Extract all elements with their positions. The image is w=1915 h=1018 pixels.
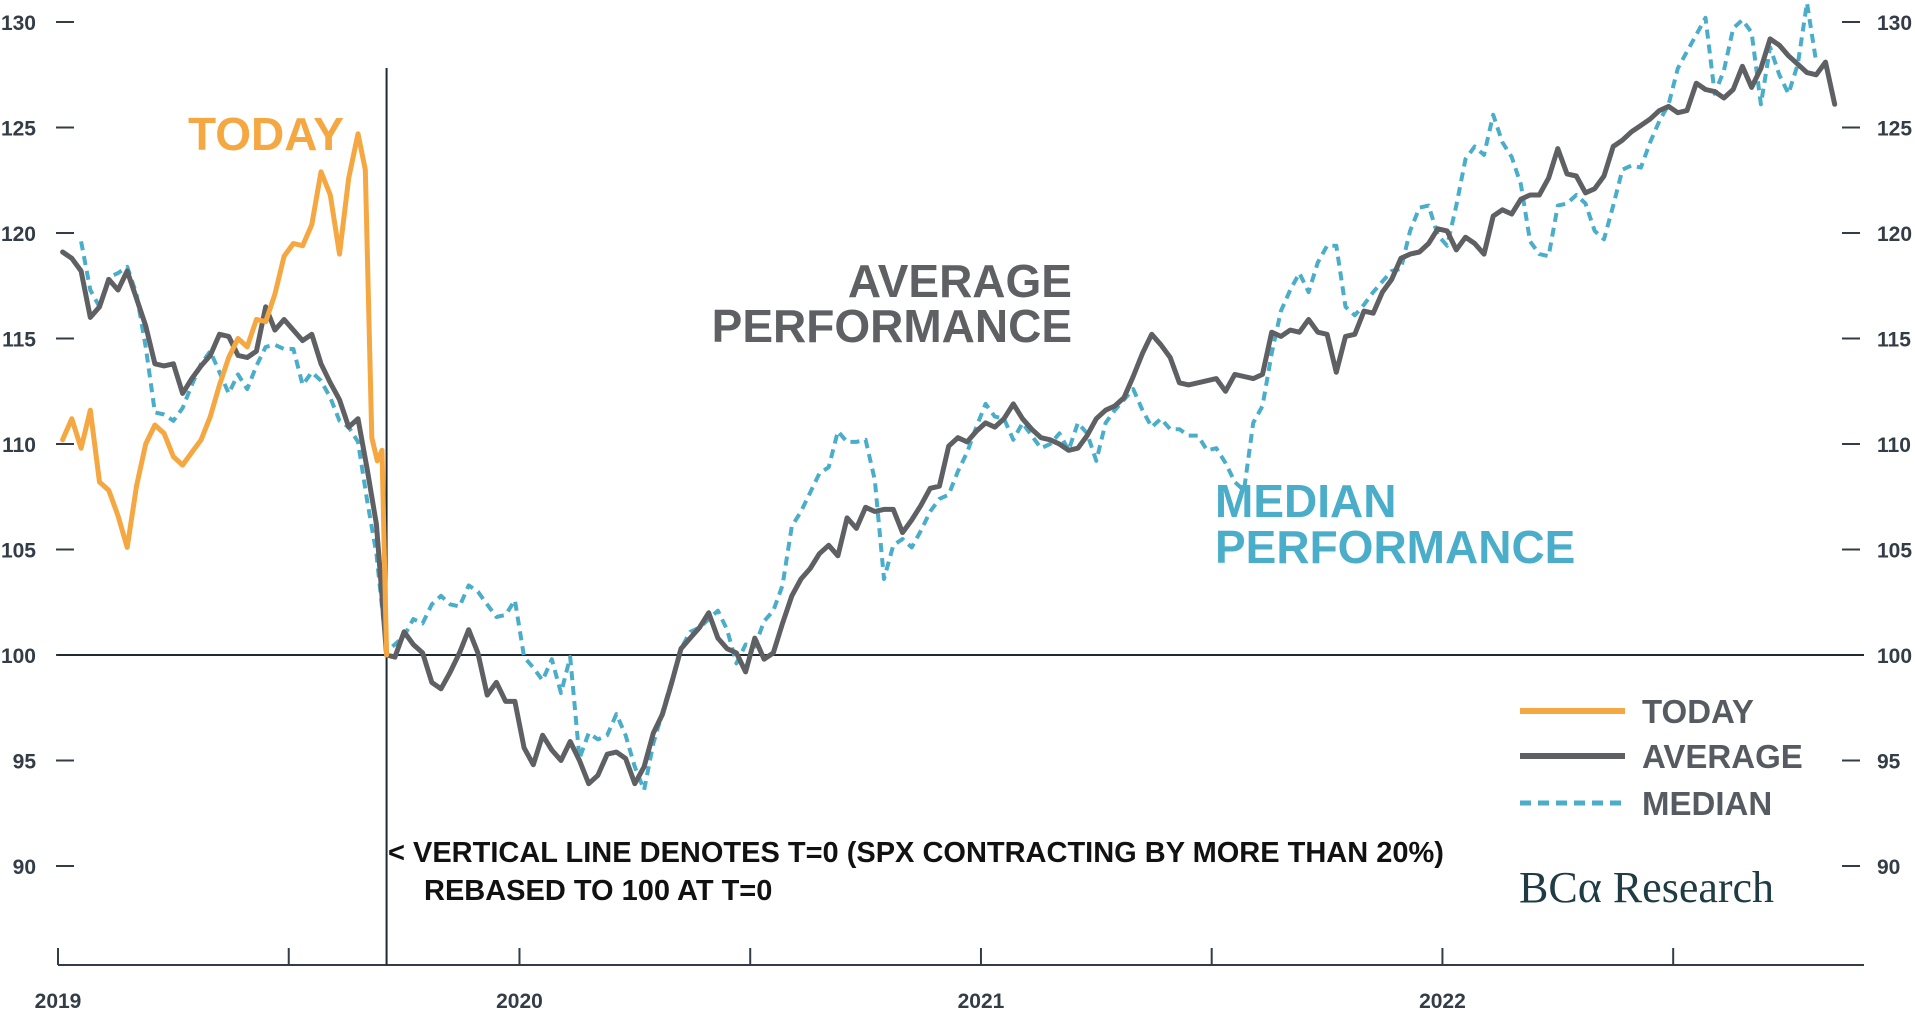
y-tick-label-left-90: 90	[13, 856, 36, 879]
y-tick-label-right-120: 120	[1877, 223, 1912, 246]
y-tick-label-right-105: 105	[1877, 540, 1912, 563]
axes: 90 90 95 95 100 100 105 105 110 110 115 115 120 120 12…	[1, 12, 1912, 1013]
series-line-average	[60, 36, 1838, 787]
logo-prefix: BC	[1519, 863, 1578, 912]
y-tick-label-right-95: 95	[1877, 751, 1901, 774]
y-tick-label-right-115: 115	[1877, 329, 1911, 352]
logo-alpha: α	[1578, 861, 1602, 912]
y-tick-label-left-115: 115	[2, 329, 36, 352]
x-tick-label-2019: 2019	[35, 990, 82, 1013]
median-annotation-line2: PERFORMANCE	[1215, 521, 1575, 573]
y-tick-label-right-125: 125	[1877, 118, 1912, 141]
y-tick-label-left-110: 110	[2, 434, 36, 457]
y-tick-label-right-130: 130	[1877, 12, 1912, 35]
series-line-today	[60, 131, 390, 658]
y-tick-label-left-120: 120	[1, 223, 36, 246]
today-annotation: TODAY	[188, 108, 344, 160]
y-tick-label-right-90: 90	[1877, 856, 1900, 879]
legend-label-median: MEDIAN	[1642, 785, 1772, 822]
t0-note-line1: < VERTICAL LINE DENOTES T=0 (SPX CONTRAC…	[388, 837, 1444, 869]
y-tick-label-left-100: 100	[1, 645, 36, 668]
t0-note-line2: REBASED TO 100 AT T=0	[424, 875, 772, 907]
y-tick-label-left-105: 105	[1, 540, 36, 563]
median-annotation-line1: MEDIAN	[1215, 475, 1396, 527]
y-tick-label-left-125: 125	[1, 118, 36, 141]
y-tick-label-left-130: 130	[1, 12, 36, 35]
legend: TODAY AVERAGE MEDIAN	[1520, 693, 1803, 822]
average-annotation-line2: PERFORMANCE	[712, 300, 1072, 352]
y-tick-label-right-100: 100	[1877, 645, 1912, 668]
legend-label-average: AVERAGE	[1642, 738, 1803, 775]
series-lines	[60, 1, 1838, 792]
logo-suffix: Research	[1602, 863, 1774, 912]
y-tick-label-right-110: 110	[1877, 434, 1911, 457]
bca-research-logo: BCα Research	[1519, 861, 1774, 912]
x-tick-label-2021: 2021	[958, 990, 1005, 1013]
x-tick-label-2020: 2020	[496, 990, 543, 1013]
y-tick-label-left-95: 95	[13, 751, 37, 774]
x-tick-label-2022: 2022	[1419, 990, 1466, 1013]
average-annotation-line1: AVERAGE	[848, 255, 1072, 307]
legend-label-today: TODAY	[1642, 693, 1754, 730]
